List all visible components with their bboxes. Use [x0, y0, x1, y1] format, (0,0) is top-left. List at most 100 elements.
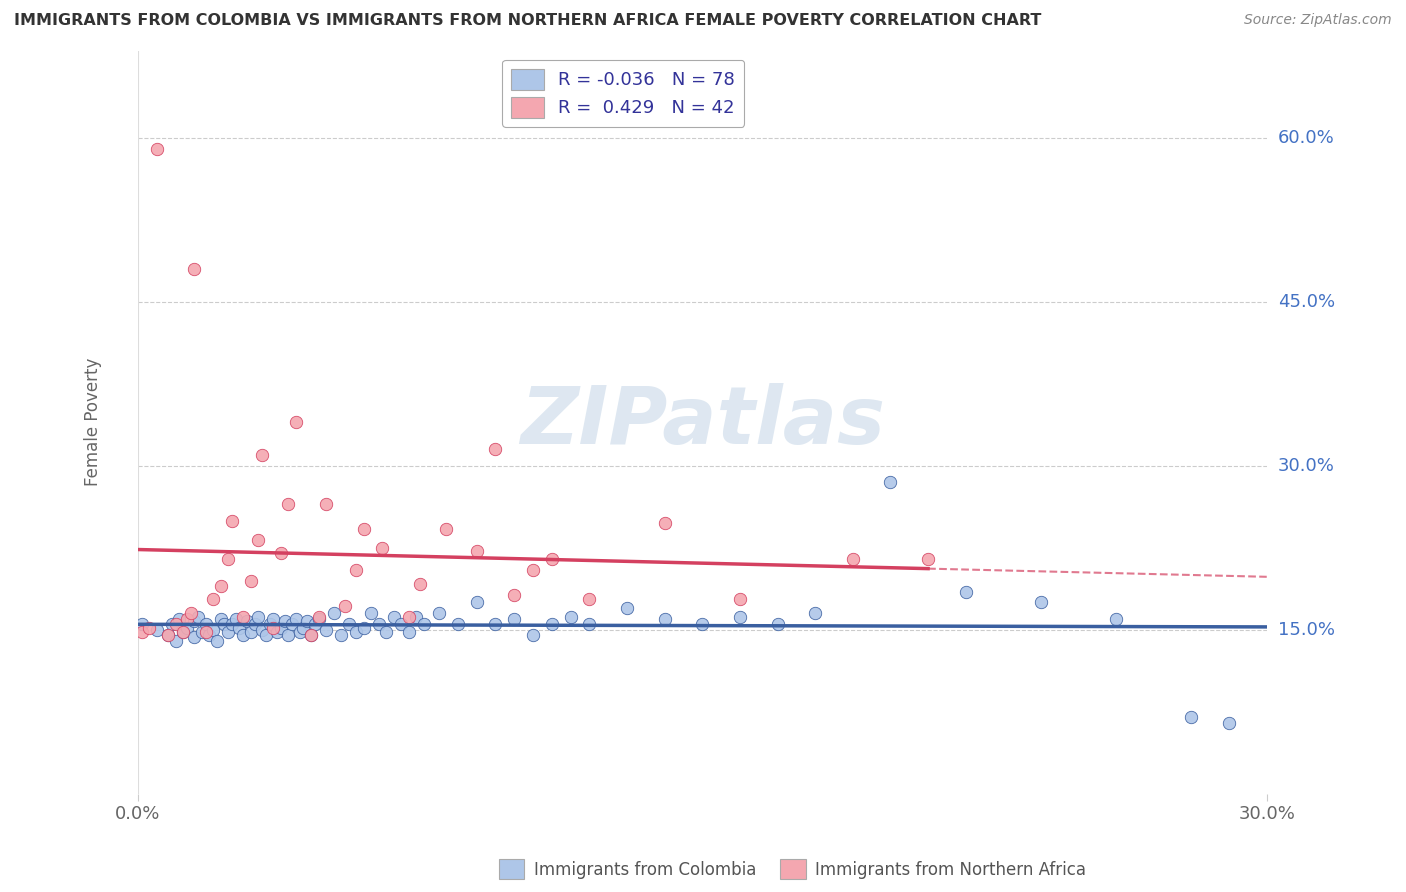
- Text: Female Poverty: Female Poverty: [84, 358, 101, 486]
- Point: [292, 621, 315, 635]
- Point: [299, 628, 322, 642]
- Text: Immigrants from Northern Africa: Immigrants from Northern Africa: [815, 861, 1087, 879]
- Point: [367, 617, 389, 632]
- Point: [578, 617, 600, 632]
- Point: [270, 621, 292, 635]
- Point: [522, 563, 544, 577]
- Point: [375, 624, 398, 639]
- Point: [337, 617, 360, 632]
- Point: [409, 577, 432, 591]
- Point: [917, 551, 939, 566]
- Point: [315, 623, 337, 637]
- Point: [156, 628, 179, 642]
- Point: [427, 607, 450, 621]
- Point: [214, 617, 236, 632]
- Point: [371, 541, 394, 555]
- Point: [209, 612, 232, 626]
- Point: [202, 623, 225, 637]
- Point: [225, 612, 247, 626]
- Point: [503, 612, 526, 626]
- Point: [228, 621, 250, 635]
- Point: [315, 497, 337, 511]
- Text: Source: ZipAtlas.com: Source: ZipAtlas.com: [1244, 13, 1392, 28]
- Point: [194, 617, 217, 632]
- Point: [259, 617, 281, 632]
- Point: [288, 624, 311, 639]
- Point: [465, 544, 488, 558]
- Point: [654, 612, 676, 626]
- Point: [1218, 715, 1240, 730]
- Point: [616, 601, 638, 615]
- Text: 30.0%: 30.0%: [1278, 457, 1334, 475]
- Point: [436, 522, 458, 536]
- Point: [176, 621, 198, 635]
- Point: [299, 628, 322, 642]
- Legend: R = -0.036   N = 78, R =  0.429   N = 42: R = -0.036 N = 78, R = 0.429 N = 42: [502, 60, 744, 127]
- Point: [205, 633, 228, 648]
- Point: [239, 574, 262, 588]
- Point: [281, 617, 304, 632]
- Point: [879, 475, 901, 490]
- Point: [169, 612, 191, 626]
- Point: [247, 609, 270, 624]
- Point: [221, 514, 243, 528]
- Point: [398, 624, 420, 639]
- Point: [262, 612, 284, 626]
- Point: [236, 614, 259, 628]
- Point: [273, 614, 295, 628]
- Point: [955, 584, 977, 599]
- Point: [540, 617, 562, 632]
- Point: [304, 617, 326, 632]
- Point: [172, 624, 194, 639]
- Text: 15.0%: 15.0%: [1278, 621, 1336, 639]
- Point: [145, 623, 167, 637]
- Point: [156, 628, 179, 642]
- Point: [1105, 612, 1128, 626]
- Point: [308, 609, 330, 624]
- Point: [398, 609, 420, 624]
- Point: [221, 617, 243, 632]
- Point: [262, 621, 284, 635]
- Point: [183, 631, 205, 645]
- Point: [239, 624, 262, 639]
- Point: [465, 595, 488, 609]
- Point: [389, 617, 412, 632]
- Point: [447, 617, 470, 632]
- Point: [250, 623, 273, 637]
- Point: [484, 442, 506, 457]
- Point: [284, 612, 307, 626]
- Point: [217, 624, 239, 639]
- Point: [308, 612, 330, 626]
- Point: [330, 628, 353, 642]
- Point: [728, 592, 751, 607]
- Point: [412, 617, 434, 632]
- Point: [270, 546, 292, 560]
- Point: [165, 633, 187, 648]
- Text: IMMIGRANTS FROM COLOMBIA VS IMMIGRANTS FROM NORTHERN AFRICA FEMALE POVERTY CORRE: IMMIGRANTS FROM COLOMBIA VS IMMIGRANTS F…: [14, 13, 1042, 29]
- Text: Immigrants from Colombia: Immigrants from Colombia: [534, 861, 756, 879]
- Point: [277, 628, 299, 642]
- Point: [344, 563, 367, 577]
- Point: [176, 612, 198, 626]
- Point: [1029, 595, 1052, 609]
- Point: [654, 516, 676, 530]
- Point: [297, 614, 319, 628]
- Point: [172, 624, 194, 639]
- Point: [180, 607, 202, 621]
- Text: 45.0%: 45.0%: [1278, 293, 1336, 311]
- Point: [804, 607, 827, 621]
- Point: [503, 588, 526, 602]
- Point: [405, 609, 427, 624]
- Point: [209, 579, 232, 593]
- Point: [217, 551, 239, 566]
- Point: [382, 609, 405, 624]
- Point: [232, 609, 254, 624]
- Point: [353, 621, 375, 635]
- Point: [131, 624, 153, 639]
- Point: [131, 617, 153, 632]
- Point: [842, 551, 865, 566]
- Point: [232, 628, 254, 642]
- Point: [360, 607, 382, 621]
- Point: [1180, 710, 1202, 724]
- Point: [266, 624, 288, 639]
